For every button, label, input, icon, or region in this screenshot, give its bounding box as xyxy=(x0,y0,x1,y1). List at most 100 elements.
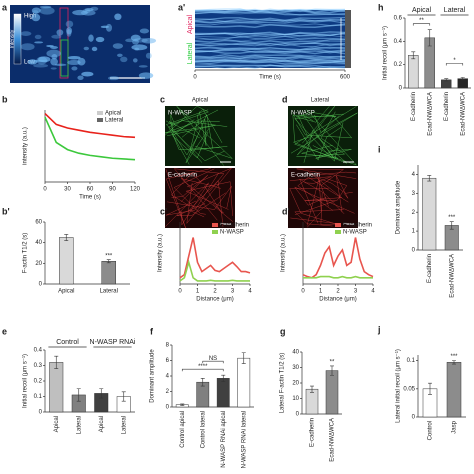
texture xyxy=(95,36,105,43)
texture xyxy=(31,13,41,22)
annotation: NS xyxy=(209,356,217,362)
texture xyxy=(46,49,62,58)
y-tick-label: 0 xyxy=(166,405,170,411)
texture xyxy=(194,42,346,47)
error-bar xyxy=(411,51,416,60)
x-tick-label: 0 xyxy=(178,289,182,295)
y-tick-label: 8 xyxy=(166,343,170,349)
texture xyxy=(194,49,346,54)
texture xyxy=(194,9,346,14)
texture xyxy=(46,44,54,48)
x-tick-label: 0 xyxy=(43,187,47,193)
texture xyxy=(31,7,41,14)
panel-label: f xyxy=(150,326,154,336)
y-tick-label: 0 xyxy=(412,248,416,254)
texture xyxy=(296,168,357,186)
y-tick-label: 0.4 xyxy=(394,39,403,45)
y-axis-label: Dominant amplitude xyxy=(150,349,156,403)
texture xyxy=(294,106,358,166)
error-bar xyxy=(427,29,432,47)
x-tick-label: E-cadherin xyxy=(411,92,417,121)
bar xyxy=(446,362,462,418)
texture xyxy=(145,52,152,59)
texture xyxy=(66,26,73,35)
texture xyxy=(319,178,353,194)
texture xyxy=(130,34,141,41)
texture xyxy=(139,28,150,34)
group-label: N-WASP RNAi xyxy=(90,339,136,346)
x-tick-label: 1 xyxy=(319,289,323,295)
x-tick-label: 2 xyxy=(336,289,340,295)
texture xyxy=(165,109,225,162)
texture xyxy=(296,124,342,161)
texture xyxy=(194,43,346,47)
texture xyxy=(133,37,148,43)
texture xyxy=(297,177,349,211)
error-bar xyxy=(428,382,432,395)
texture xyxy=(299,178,345,224)
bar xyxy=(422,177,437,251)
texture xyxy=(302,114,335,163)
texture xyxy=(170,114,203,163)
x-axis-label: Distance (μm) xyxy=(196,297,233,303)
panel-label: e xyxy=(2,326,7,336)
texture xyxy=(91,46,98,52)
texture xyxy=(33,63,49,68)
texture xyxy=(20,31,32,36)
x-tick-label: 1 xyxy=(196,289,200,295)
annotation: ** xyxy=(330,360,335,366)
texture xyxy=(194,8,346,13)
x-tick-label: 0 xyxy=(301,289,305,295)
image-title: Lateral xyxy=(311,98,329,104)
error-bar xyxy=(427,175,432,182)
y-axis-label: Intensity (a.u.) xyxy=(281,234,287,272)
texture xyxy=(39,5,52,9)
y-tick-label: 10 xyxy=(292,396,299,402)
sig-bracket xyxy=(202,360,224,364)
panel-label: i xyxy=(378,144,381,154)
legend-swatch xyxy=(97,111,103,115)
colorbar xyxy=(13,13,22,65)
texture xyxy=(20,43,35,51)
x-tick-label: Control apical xyxy=(180,411,186,448)
bar xyxy=(49,362,64,413)
texture xyxy=(167,186,232,210)
x-tick-label: Apical xyxy=(58,289,74,295)
colorbar-title: Intensity xyxy=(9,29,15,48)
y-axis-label: Lateral F-actin T1/2 (s) xyxy=(280,353,286,414)
texture xyxy=(107,76,120,81)
panel-label: j xyxy=(377,324,381,334)
error-bar xyxy=(452,360,456,365)
texture xyxy=(194,55,346,59)
bar xyxy=(325,370,339,415)
x-tick-label: N-WASP RNAi apical xyxy=(221,411,227,468)
x-tick-label: Apical xyxy=(54,416,60,432)
texture xyxy=(176,105,233,166)
texture xyxy=(297,106,340,156)
annotation: ** xyxy=(419,18,424,24)
texture xyxy=(131,44,148,51)
texture xyxy=(141,38,157,44)
texture xyxy=(194,46,346,51)
image xyxy=(288,168,358,228)
x-tick-label: Apical xyxy=(99,416,105,432)
x-tick-label: 3 xyxy=(231,289,235,295)
texture xyxy=(181,111,207,146)
panel-label: g xyxy=(280,326,286,336)
y-tick-label: 60 xyxy=(35,220,42,226)
y-tick-label: 0.2 xyxy=(34,379,43,385)
panel-label: b' xyxy=(2,206,10,216)
annotation: **** xyxy=(198,364,208,370)
texture xyxy=(194,64,346,68)
legend-swatch xyxy=(335,230,341,234)
y-label: Lateral xyxy=(187,42,194,64)
y-axis-label: Dominant amplitude xyxy=(396,180,402,234)
legend-label: E-cadherin xyxy=(343,223,372,229)
legend-label: E-cadherin xyxy=(220,223,249,229)
line-series xyxy=(44,113,136,139)
x-tick-label: Ecad-NWΔWCA xyxy=(449,254,455,298)
texture xyxy=(83,46,89,51)
texture xyxy=(194,32,346,36)
line-series xyxy=(179,259,250,282)
x-tick-label: 120 xyxy=(130,187,141,193)
